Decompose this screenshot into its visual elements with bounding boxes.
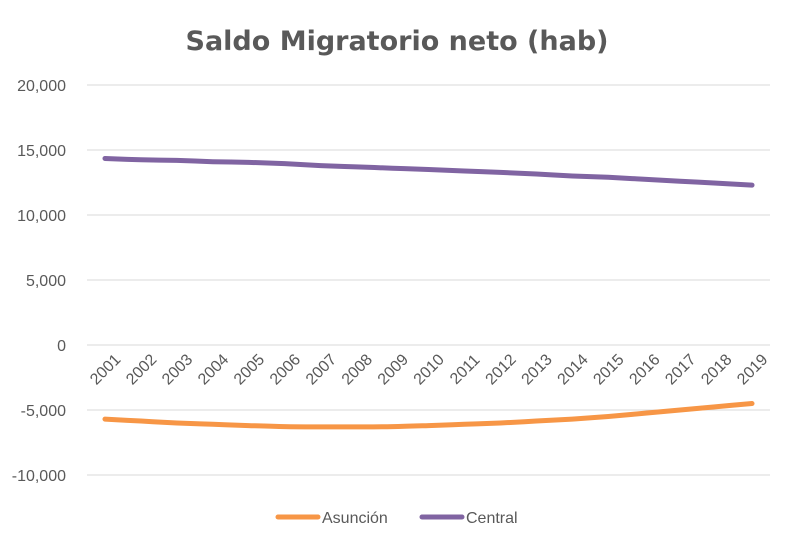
x-tick-label: 2001 [87,351,124,388]
x-tick-label: 2017 [662,351,699,388]
chart-title: Saldo Migratorio neto (hab) [186,26,609,57]
series-line-asuncion [102,401,755,430]
y-axis-ticks: 20,000 15,000 10,000 5,000 0 -5,000 -10,000 [12,78,66,485]
x-tick-label: 2005 [231,351,268,388]
x-tick-label: 2002 [123,351,160,388]
legend: Asunción Central [275,510,518,527]
x-tick-label: 2016 [626,351,663,388]
x-tick-label: 2018 [698,351,735,388]
x-tick-label: 2008 [339,351,376,388]
x-tick-label: 2015 [590,351,627,388]
y-tick-label: 20,000 [17,78,66,95]
x-tick-label: 2006 [267,351,304,388]
x-tick-label: 2014 [555,351,592,388]
series-line-central [102,155,755,188]
x-tick-label: 2013 [519,351,556,388]
x-tick-label: 2007 [303,351,340,388]
series-lines [102,155,755,430]
x-axis-ticks: 2001200220032004200520062007200820092010… [87,351,771,388]
legend-label-central: Central [466,510,518,527]
x-tick-label: 2012 [483,351,520,388]
x-tick-label: 2010 [411,351,448,388]
x-tick-label: 2011 [447,352,483,388]
x-tick-label: 2004 [195,351,232,388]
y-tick-label: 0 [57,338,66,355]
x-tick-label: 2019 [734,351,771,388]
legend-label-asuncion: Asunción [322,510,388,527]
y-tick-label: -10,000 [12,468,66,485]
x-tick-label: 2003 [159,351,196,388]
y-tick-label: 5,000 [26,273,66,290]
y-tick-label: 10,000 [17,208,66,225]
y-tick-label: 15,000 [17,143,66,160]
x-tick-label: 2009 [375,351,412,388]
y-tick-label: -5,000 [21,403,66,420]
grid-lines [87,84,770,476]
